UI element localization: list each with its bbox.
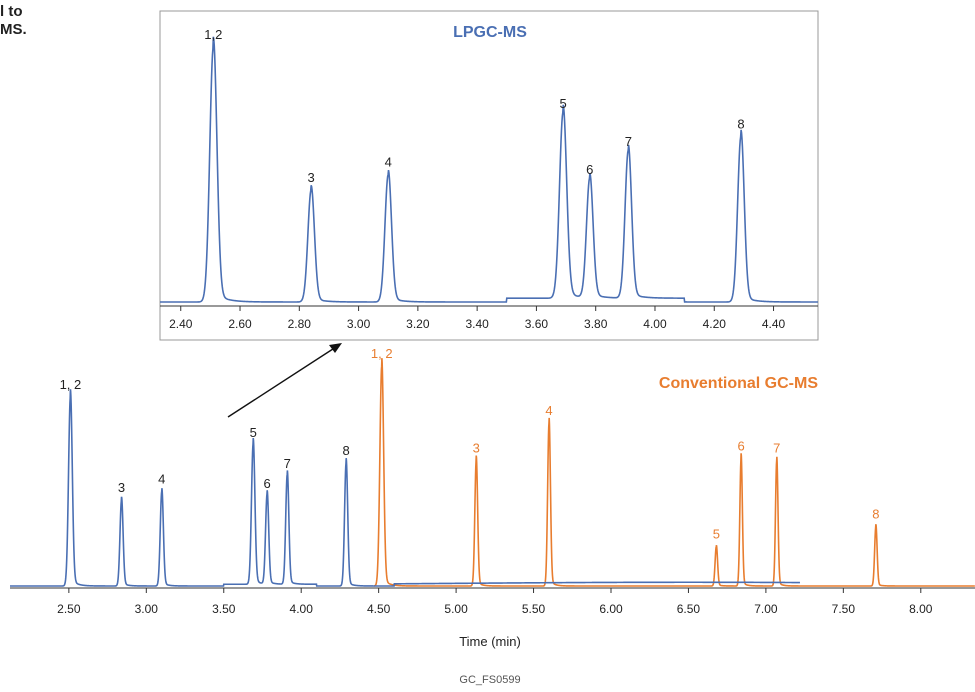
inset-peak-label: 7 bbox=[625, 134, 632, 149]
main-peak-label-conventional: 7 bbox=[773, 441, 780, 456]
main-x-label: Time (min) bbox=[459, 634, 521, 649]
inset-tick-label: 3.20 bbox=[406, 317, 430, 331]
inset-tick-label: 3.40 bbox=[465, 317, 489, 331]
inset-tick-label: 3.00 bbox=[347, 317, 371, 331]
main-tick-label: 5.00 bbox=[444, 602, 468, 616]
main-chart: Conventional GC-MS 2.50 3.00 3.50 4.00 4.50 5… bbox=[10, 346, 975, 649]
inset-peak-label: 4 bbox=[385, 155, 392, 170]
inset-tick-label: 4.40 bbox=[762, 317, 786, 331]
inset-tick-label: 2.40 bbox=[169, 317, 193, 331]
inset-peak-label: 5 bbox=[559, 96, 566, 111]
main-peak-label-conventional: 8 bbox=[872, 507, 879, 522]
inset-tick-label: 3.60 bbox=[525, 317, 549, 331]
main-peak-label-lpgc: 1, 2 bbox=[60, 377, 82, 392]
inset-peak-label: 1,2 bbox=[204, 27, 222, 42]
main-tick-label: 7.00 bbox=[754, 602, 778, 616]
main-tick-label: 3.50 bbox=[212, 602, 236, 616]
main-peak-label-lpgc: 4 bbox=[158, 471, 165, 486]
main-peak-label-lpgc: 8 bbox=[343, 443, 350, 458]
inset-peak-label: 6 bbox=[586, 162, 593, 177]
footer-code: GC_FS0599 bbox=[459, 674, 520, 686]
main-peak-label-lpgc: 3 bbox=[118, 480, 125, 495]
inset-peak-label: 3 bbox=[308, 170, 315, 185]
main-trace-lpgc bbox=[10, 389, 800, 587]
conventional-legend: Conventional GC-MS bbox=[659, 375, 818, 392]
main-tick-label: 3.00 bbox=[135, 602, 159, 616]
inset-tick-label: 3.80 bbox=[584, 317, 608, 331]
inset-frame bbox=[159, 10, 819, 341]
main-ticks: 2.50 3.00 3.50 4.00 4.50 5.00 5.50 6.00 6.50 7.00… bbox=[57, 588, 933, 616]
inset-title: LPGC-MS bbox=[453, 24, 527, 41]
main-tick-label: 7.50 bbox=[832, 602, 856, 616]
inset-tick-label: 4.00 bbox=[643, 317, 667, 331]
inset-tick-label: 2.60 bbox=[228, 317, 252, 331]
inset-trace-lpgc bbox=[160, 36, 818, 303]
main-peak-label-conventional: 6 bbox=[737, 438, 744, 453]
inset-chart: LPGC-MS 2.40 2.60 2.80 3.00 3.20 3.40 3.60 3.80… bbox=[159, 10, 819, 341]
main-peak-label-conventional: 4 bbox=[545, 403, 552, 418]
main-tick-label: 6.00 bbox=[599, 602, 623, 616]
main-tick-label: 4.50 bbox=[367, 602, 391, 616]
main-tick-label: 4.00 bbox=[290, 602, 314, 616]
zoom-arrow bbox=[227, 343, 342, 418]
main-tick-label: 2.50 bbox=[57, 602, 81, 616]
main-trace-conventional bbox=[373, 358, 975, 587]
main-tick-label: 8.00 bbox=[909, 602, 933, 616]
inset-tick-label: 4.20 bbox=[703, 317, 727, 331]
main-tick-label: 5.50 bbox=[522, 602, 546, 616]
main-peak-label-conventional: 3 bbox=[473, 441, 480, 456]
inset-ticks: 2.40 2.60 2.80 3.00 3.20 3.40 3.60 3.80 4.00 4.20… bbox=[169, 306, 786, 331]
header-line-1: l to bbox=[0, 3, 23, 20]
main-peak-label-conventional: 5 bbox=[713, 526, 720, 541]
header-line-2: MS. bbox=[0, 21, 27, 38]
main-peak-label-lpgc: 5 bbox=[250, 425, 257, 440]
main-peak-label-conventional: 1, 2 bbox=[371, 346, 393, 361]
main-peak-label-lpgc: 7 bbox=[284, 456, 291, 471]
main-tick-label: 6.50 bbox=[677, 602, 701, 616]
main-peak-label-lpgc: 6 bbox=[264, 476, 271, 491]
inset-tick-label: 2.80 bbox=[288, 317, 312, 331]
inset-peak-label: 8 bbox=[737, 116, 744, 131]
inset-peak-labels: 1,2 3 4 5 6 7 8 bbox=[204, 27, 744, 185]
